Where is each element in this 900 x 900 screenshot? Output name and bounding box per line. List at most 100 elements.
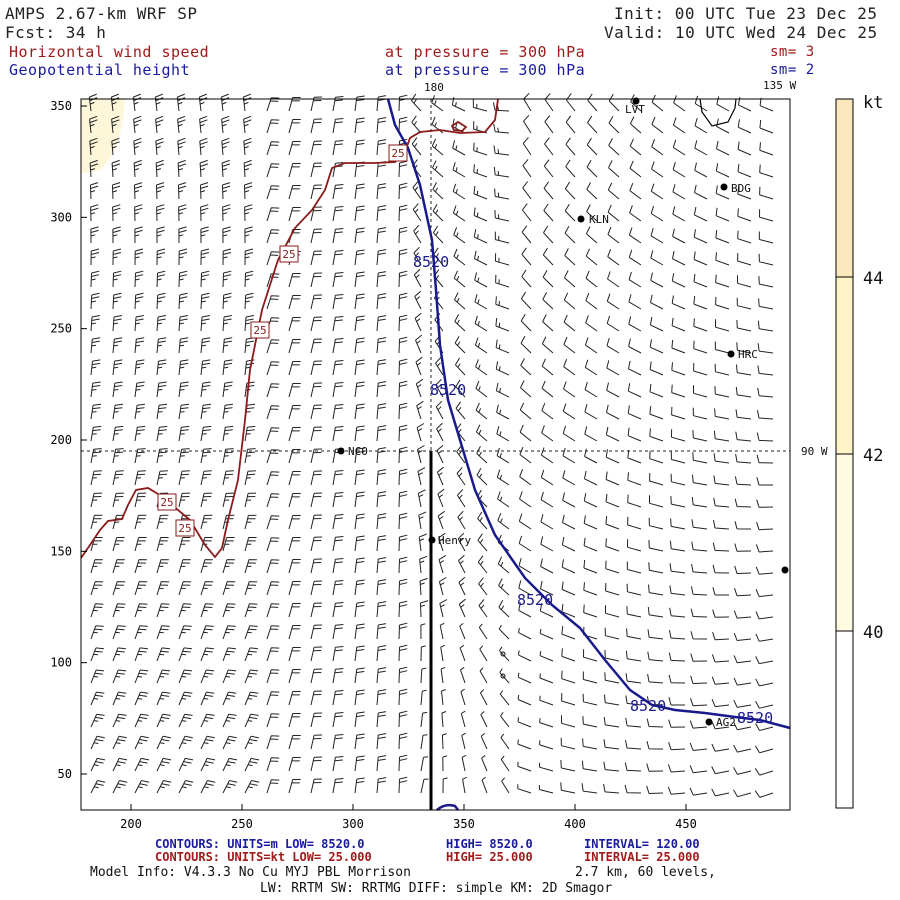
wind-barb <box>564 203 576 222</box>
wind-barb <box>606 382 620 398</box>
wind-barb <box>288 141 301 156</box>
coastline <box>699 98 737 127</box>
wind-barb <box>472 99 488 112</box>
wind-barb <box>178 381 189 398</box>
wind-barb <box>222 270 232 288</box>
wind-barb <box>134 448 146 464</box>
wind-barb <box>112 248 122 266</box>
wind-barb <box>435 356 444 376</box>
wind-barb <box>376 777 387 794</box>
wind-barb <box>222 448 234 464</box>
wind-barb <box>758 298 774 310</box>
footer-wind-contours: CONTOURS: UNITS=kt LOW= 25.000 <box>155 850 372 864</box>
wind-barb <box>442 755 448 772</box>
wind-barb <box>565 115 576 134</box>
wind-barb <box>178 448 190 464</box>
wind-barb <box>134 581 148 596</box>
wind-barb <box>200 337 211 354</box>
wind-barb <box>354 535 365 552</box>
wind-barb <box>603 761 620 772</box>
height-label: 8520 <box>413 253 449 271</box>
wind-barb <box>376 733 387 750</box>
wind-barb <box>354 579 365 596</box>
wind-barb <box>156 647 170 662</box>
wind-barb <box>178 403 190 420</box>
wind-barb <box>288 713 301 728</box>
wind-barb <box>493 145 510 156</box>
wind-barb <box>243 137 252 156</box>
wind-barb <box>332 492 344 508</box>
wind-barb <box>244 359 255 376</box>
wind-barb <box>585 270 598 288</box>
wind-barb <box>736 364 752 376</box>
wind-barb <box>605 538 620 552</box>
wind-barb <box>376 689 387 706</box>
wind-barb <box>712 631 730 641</box>
wind-barb <box>200 647 214 662</box>
wind-barb <box>605 605 620 618</box>
wind-barb <box>608 93 620 112</box>
wind-barb <box>649 495 664 508</box>
wind-barb <box>266 735 280 750</box>
wind-barb <box>495 296 510 310</box>
wind-barb <box>288 405 301 420</box>
wind-barb <box>625 650 642 662</box>
wind-barb <box>112 735 127 750</box>
wind-barb <box>156 780 172 794</box>
y-tick-label: 150 <box>50 544 72 558</box>
wind-barb <box>221 182 231 200</box>
wind-barb <box>454 357 466 376</box>
wind-barb <box>244 647 258 662</box>
wind-barb <box>420 645 426 662</box>
wind-barb <box>716 118 730 134</box>
wind-barb <box>222 713 237 728</box>
wind-barb <box>495 317 510 332</box>
wind-barb <box>441 733 447 750</box>
wind-barb <box>332 624 344 640</box>
colorbar-tick-44: 44 <box>863 269 883 289</box>
footer-model-info-2: 2.7 km, 60 levels, <box>575 865 716 880</box>
wind-barb <box>649 361 664 376</box>
wind-barb <box>540 580 554 596</box>
wind-barb <box>646 785 664 794</box>
height-label: 8520 <box>430 381 466 399</box>
wind-barb <box>420 667 427 684</box>
wind-barb <box>288 581 301 596</box>
wind-barb <box>694 117 708 134</box>
wind-barb <box>693 362 708 376</box>
wind-barb <box>453 248 466 266</box>
wind-barb <box>266 515 280 530</box>
wind-barb <box>605 449 620 464</box>
wind-barb <box>288 691 301 706</box>
wind-barb <box>134 780 150 794</box>
wind-barb <box>757 410 774 420</box>
wind-barb <box>222 292 232 310</box>
wind-barb <box>672 206 686 222</box>
wind-barb <box>562 470 576 486</box>
wind-barb <box>420 711 428 728</box>
wind-barb <box>541 358 554 376</box>
wind-barb <box>398 468 408 486</box>
wind-barb <box>288 383 301 398</box>
wind-barb <box>221 159 231 178</box>
wind-barb <box>200 359 211 376</box>
wind-barb <box>90 270 100 288</box>
wind-label: 25 <box>282 248 295 261</box>
footer-height-high: HIGH= 8520.0 <box>446 837 533 851</box>
wind-barb <box>376 205 387 222</box>
wind-barb <box>521 269 532 288</box>
wind-barb <box>521 247 532 266</box>
wind-barb <box>672 184 686 200</box>
wind-barb <box>712 542 730 552</box>
station-lvt: LVT <box>625 97 645 116</box>
wind-barb <box>90 691 105 706</box>
wind-barb <box>288 515 301 530</box>
wind-barb <box>757 387 774 398</box>
wind-barb <box>649 406 664 420</box>
wind-barb <box>420 756 429 772</box>
wind-barb <box>89 137 98 156</box>
wind-barb <box>178 425 190 442</box>
wind-barb <box>244 514 257 530</box>
wind-barb <box>112 359 123 376</box>
wind-barb <box>90 780 106 794</box>
